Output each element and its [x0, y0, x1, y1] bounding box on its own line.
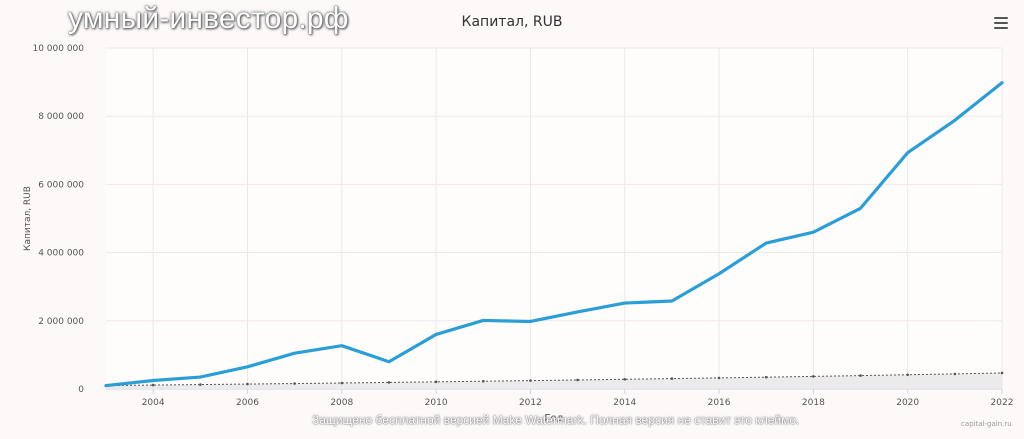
series-2-point [246, 382, 249, 386]
series-1-point [953, 119, 956, 122]
series-2-point [481, 379, 485, 383]
series-2-point [953, 372, 957, 376]
series-1-point [670, 299, 673, 302]
x-tick-label: 2014 [613, 398, 636, 408]
series-1-point [104, 384, 107, 387]
y-tick-label: 6 000 000 [38, 180, 84, 190]
series-2-point [529, 379, 532, 382]
series-1-point [246, 365, 249, 368]
x-tick-label: 2012 [519, 398, 542, 408]
series-2-point [340, 381, 344, 385]
plot-area [106, 48, 1002, 389]
x-tick-label: 2018 [802, 398, 825, 408]
series-2-point [434, 380, 438, 384]
series-1-point [717, 272, 720, 275]
y-axis-title: Капитал, RUB [23, 186, 33, 251]
hamburger-menu-icon[interactable] [994, 17, 1008, 29]
footer-watermark: Защищено бесплатной версией Make Waterma… [312, 413, 800, 427]
series-2-point [387, 381, 391, 384]
series-2-point [576, 378, 579, 382]
x-tick-label: 2004 [142, 398, 165, 408]
x-tick-label: 2016 [708, 398, 731, 408]
series-1-point [529, 320, 532, 323]
y-tick-label: 2 000 000 [38, 317, 84, 327]
series-1-point [435, 333, 438, 336]
x-tick-label: 2010 [425, 398, 448, 408]
series-1-point [859, 207, 862, 210]
credits-link[interactable]: capital-gain.ru [961, 420, 1012, 428]
site-watermark: умный-инвестор.рф [68, 2, 349, 35]
series-1-point [482, 319, 485, 322]
series-2-line [105, 372, 1003, 387]
series-1-point [576, 310, 579, 313]
x-tick-label: 2020 [896, 398, 919, 408]
series-1-point [906, 151, 909, 154]
series-1-point [1000, 81, 1003, 84]
series-1-point [340, 344, 343, 347]
series-1-point [387, 360, 390, 363]
series-2-point [859, 374, 862, 377]
series-2-point [199, 383, 202, 386]
series-2-point [764, 375, 768, 379]
series-2-point [670, 377, 674, 380]
x-tick-label: 2006 [236, 398, 259, 408]
x-tick-label: 2022 [991, 398, 1014, 408]
series-2-point [293, 382, 296, 385]
y-tick-label: 0 [78, 385, 84, 395]
x-tick-label: 2008 [330, 398, 353, 408]
y-tick-label: 10 000 000 [32, 44, 84, 54]
series-2-point [812, 375, 815, 378]
series-1-point [293, 352, 296, 355]
series-1-point [199, 375, 202, 378]
series-1-point [623, 301, 626, 304]
chart-title: Капитал, RUB [461, 14, 563, 30]
series-1-line [104, 81, 1004, 388]
series-2-point [1000, 371, 1004, 375]
series-1-point [765, 241, 768, 244]
y-tick-label: 4 000 000 [38, 249, 84, 259]
x-axis-title: Год [544, 413, 563, 424]
series-1-point [152, 379, 155, 382]
series-2-point [151, 383, 155, 387]
series-2-point [717, 376, 721, 380]
series-2-point [623, 377, 627, 381]
series-2-point [906, 373, 909, 377]
series-1-point [812, 231, 815, 234]
y-tick-label: 8 000 000 [38, 112, 84, 122]
